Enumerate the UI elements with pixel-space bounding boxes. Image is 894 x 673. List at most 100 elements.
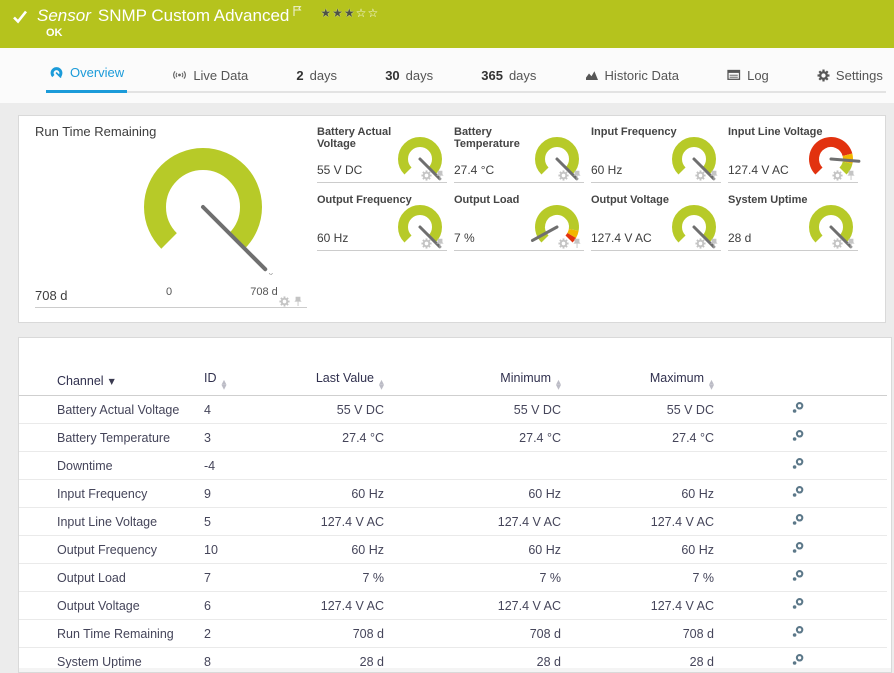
tab-number: 365: [481, 67, 503, 83]
tab-label: Historic Data: [604, 67, 679, 83]
divider: [454, 182, 584, 183]
gauge-dial: [530, 205, 579, 243]
gauge-value: 55 V DC: [317, 163, 363, 177]
tab-historic-data[interactable]: Historic Data: [582, 65, 682, 93]
cell-id: 9: [204, 479, 284, 508]
gauge-dial-host: [665, 134, 727, 193]
pin-icon[interactable]: [709, 170, 719, 181]
gear-icon[interactable]: [421, 170, 432, 181]
cell-channel: System Uptime: [19, 647, 204, 672]
channel-settings-button[interactable]: [791, 597, 805, 611]
tab-2-days[interactable]: 2 days: [293, 65, 340, 93]
priority-stars[interactable]: ★★★☆☆: [320, 6, 379, 20]
tab-label: Overview: [70, 65, 125, 80]
channel-settings-button[interactable]: [791, 625, 805, 639]
gauge-needle: [201, 205, 268, 272]
channel-settings-button[interactable]: [791, 457, 805, 471]
gear-icon[interactable]: [279, 296, 290, 307]
gauge-title: Output Frequency: [317, 194, 412, 206]
cell-last_value: 28 d: [284, 647, 414, 672]
pin-icon[interactable]: [435, 170, 445, 181]
channel-settings-button[interactable]: [791, 541, 805, 555]
cell-channel: Battery Actual Voltage: [57, 402, 180, 417]
channel-settings-button[interactable]: [791, 513, 805, 527]
gauge-needle: [530, 225, 559, 242]
column-header-label: Channel: [57, 373, 104, 388]
pin-icon[interactable]: [709, 238, 719, 249]
cell-last_value: 127.4 V AC: [284, 591, 414, 620]
cell-last_value: [284, 451, 414, 480]
cell-maximum: 60 Hz: [594, 479, 744, 508]
cell-channel: Input Frequency: [19, 479, 204, 508]
cell-channel: Output Voltage: [19, 591, 204, 620]
gauge-value: 28 d: [728, 231, 752, 245]
tab-number: 2: [296, 67, 304, 83]
column-header-maximum[interactable]: Maximum ▲ ▼: [594, 366, 744, 396]
sensor-type-label: Sensor: [37, 6, 91, 25]
gear-icon[interactable]: [558, 170, 569, 181]
cell-channel: Input Line Voltage: [19, 507, 204, 536]
gauge-dial-host: [528, 202, 590, 261]
flag-icon[interactable]: [292, 5, 302, 17]
gauge-actions: [695, 170, 719, 181]
cell-id: 10: [204, 535, 284, 564]
main-gauge-block: Run Time Remaining x 0 708 d 708 d: [35, 124, 307, 316]
channel-settings-button[interactable]: [791, 485, 805, 499]
channel-settings-icon: [792, 430, 804, 441]
column-header-label: Last Value: [315, 371, 374, 386]
star-icon: ★: [332, 6, 344, 20]
tab-365-days[interactable]: 365 days: [478, 65, 539, 93]
gear-icon[interactable]: [558, 238, 569, 249]
tab-30-days[interactable]: 30 days: [382, 65, 436, 93]
cell-tools: [744, 451, 887, 480]
cell-last_value: 708 d: [284, 619, 414, 648]
gauge-title: Output Load: [454, 194, 520, 206]
column-header-minimum[interactable]: Minimum ▲ ▼: [414, 366, 594, 396]
channel-settings-icon: [792, 654, 804, 665]
table-row: Output Frequency 10 60 Hz 60 Hz 60 Hz: [19, 535, 887, 564]
tab-log[interactable]: Log: [724, 65, 772, 93]
pin-icon[interactable]: [572, 170, 582, 181]
gear-icon[interactable]: [695, 238, 706, 249]
cell-maximum: 7 %: [594, 563, 744, 592]
gear-icon[interactable]: [695, 170, 706, 181]
divider: [317, 182, 447, 183]
flag-icon: [293, 6, 302, 16]
gauge-icon: [50, 66, 63, 78]
tab-settings[interactable]: Settings: [814, 65, 886, 93]
gauge-actions: [832, 170, 856, 181]
divider: [591, 182, 721, 183]
gauge-actions: [695, 238, 719, 249]
gauge-title: Input Frequency: [591, 126, 677, 138]
pin-icon[interactable]: [846, 170, 856, 181]
cell-last_value: 7 %: [284, 563, 414, 592]
tab-overview[interactable]: Overview: [46, 62, 128, 93]
column-header-id[interactable]: ID ▲ ▼: [204, 366, 284, 396]
divider: [454, 250, 584, 251]
channel-settings-button[interactable]: [791, 401, 805, 415]
gear-icon[interactable]: [832, 170, 843, 181]
pin-icon[interactable]: [435, 238, 445, 249]
gear-icon[interactable]: [832, 238, 843, 249]
tab-live-data[interactable]: Live Data: [169, 65, 251, 93]
column-header-last-value[interactable]: Last Value ▲ ▼: [284, 366, 414, 396]
column-header-channel[interactable]: Channel ▼: [19, 366, 204, 396]
table-row: Battery Actual Voltage 4 55 V DC 55 V DC 55 …: [19, 396, 887, 424]
channel-settings-button[interactable]: [791, 653, 805, 667]
cell-channel: Downtime: [19, 451, 204, 480]
pin-icon[interactable]: [293, 296, 303, 307]
pin-icon[interactable]: [846, 238, 856, 249]
channel-settings-button[interactable]: [791, 429, 805, 443]
gauge-dial-host: [665, 202, 727, 261]
pin-icon[interactable]: [572, 238, 582, 249]
gauge-value: 60 Hz: [591, 163, 623, 177]
cell-maximum: 127.4 V AC: [594, 507, 744, 536]
gauge-needle: [829, 157, 861, 163]
gear-icon[interactable]: [421, 238, 432, 249]
channel-settings-button[interactable]: [791, 569, 805, 583]
gauge-value: 60 Hz: [317, 231, 349, 245]
cell-tools: [744, 591, 887, 620]
log-icon: [727, 69, 741, 80]
sort-both-icon: ▲ ▼: [709, 378, 714, 391]
table-row: Input Line Voltage 5 127.4 V AC 127.4 V AC 1…: [19, 507, 887, 536]
